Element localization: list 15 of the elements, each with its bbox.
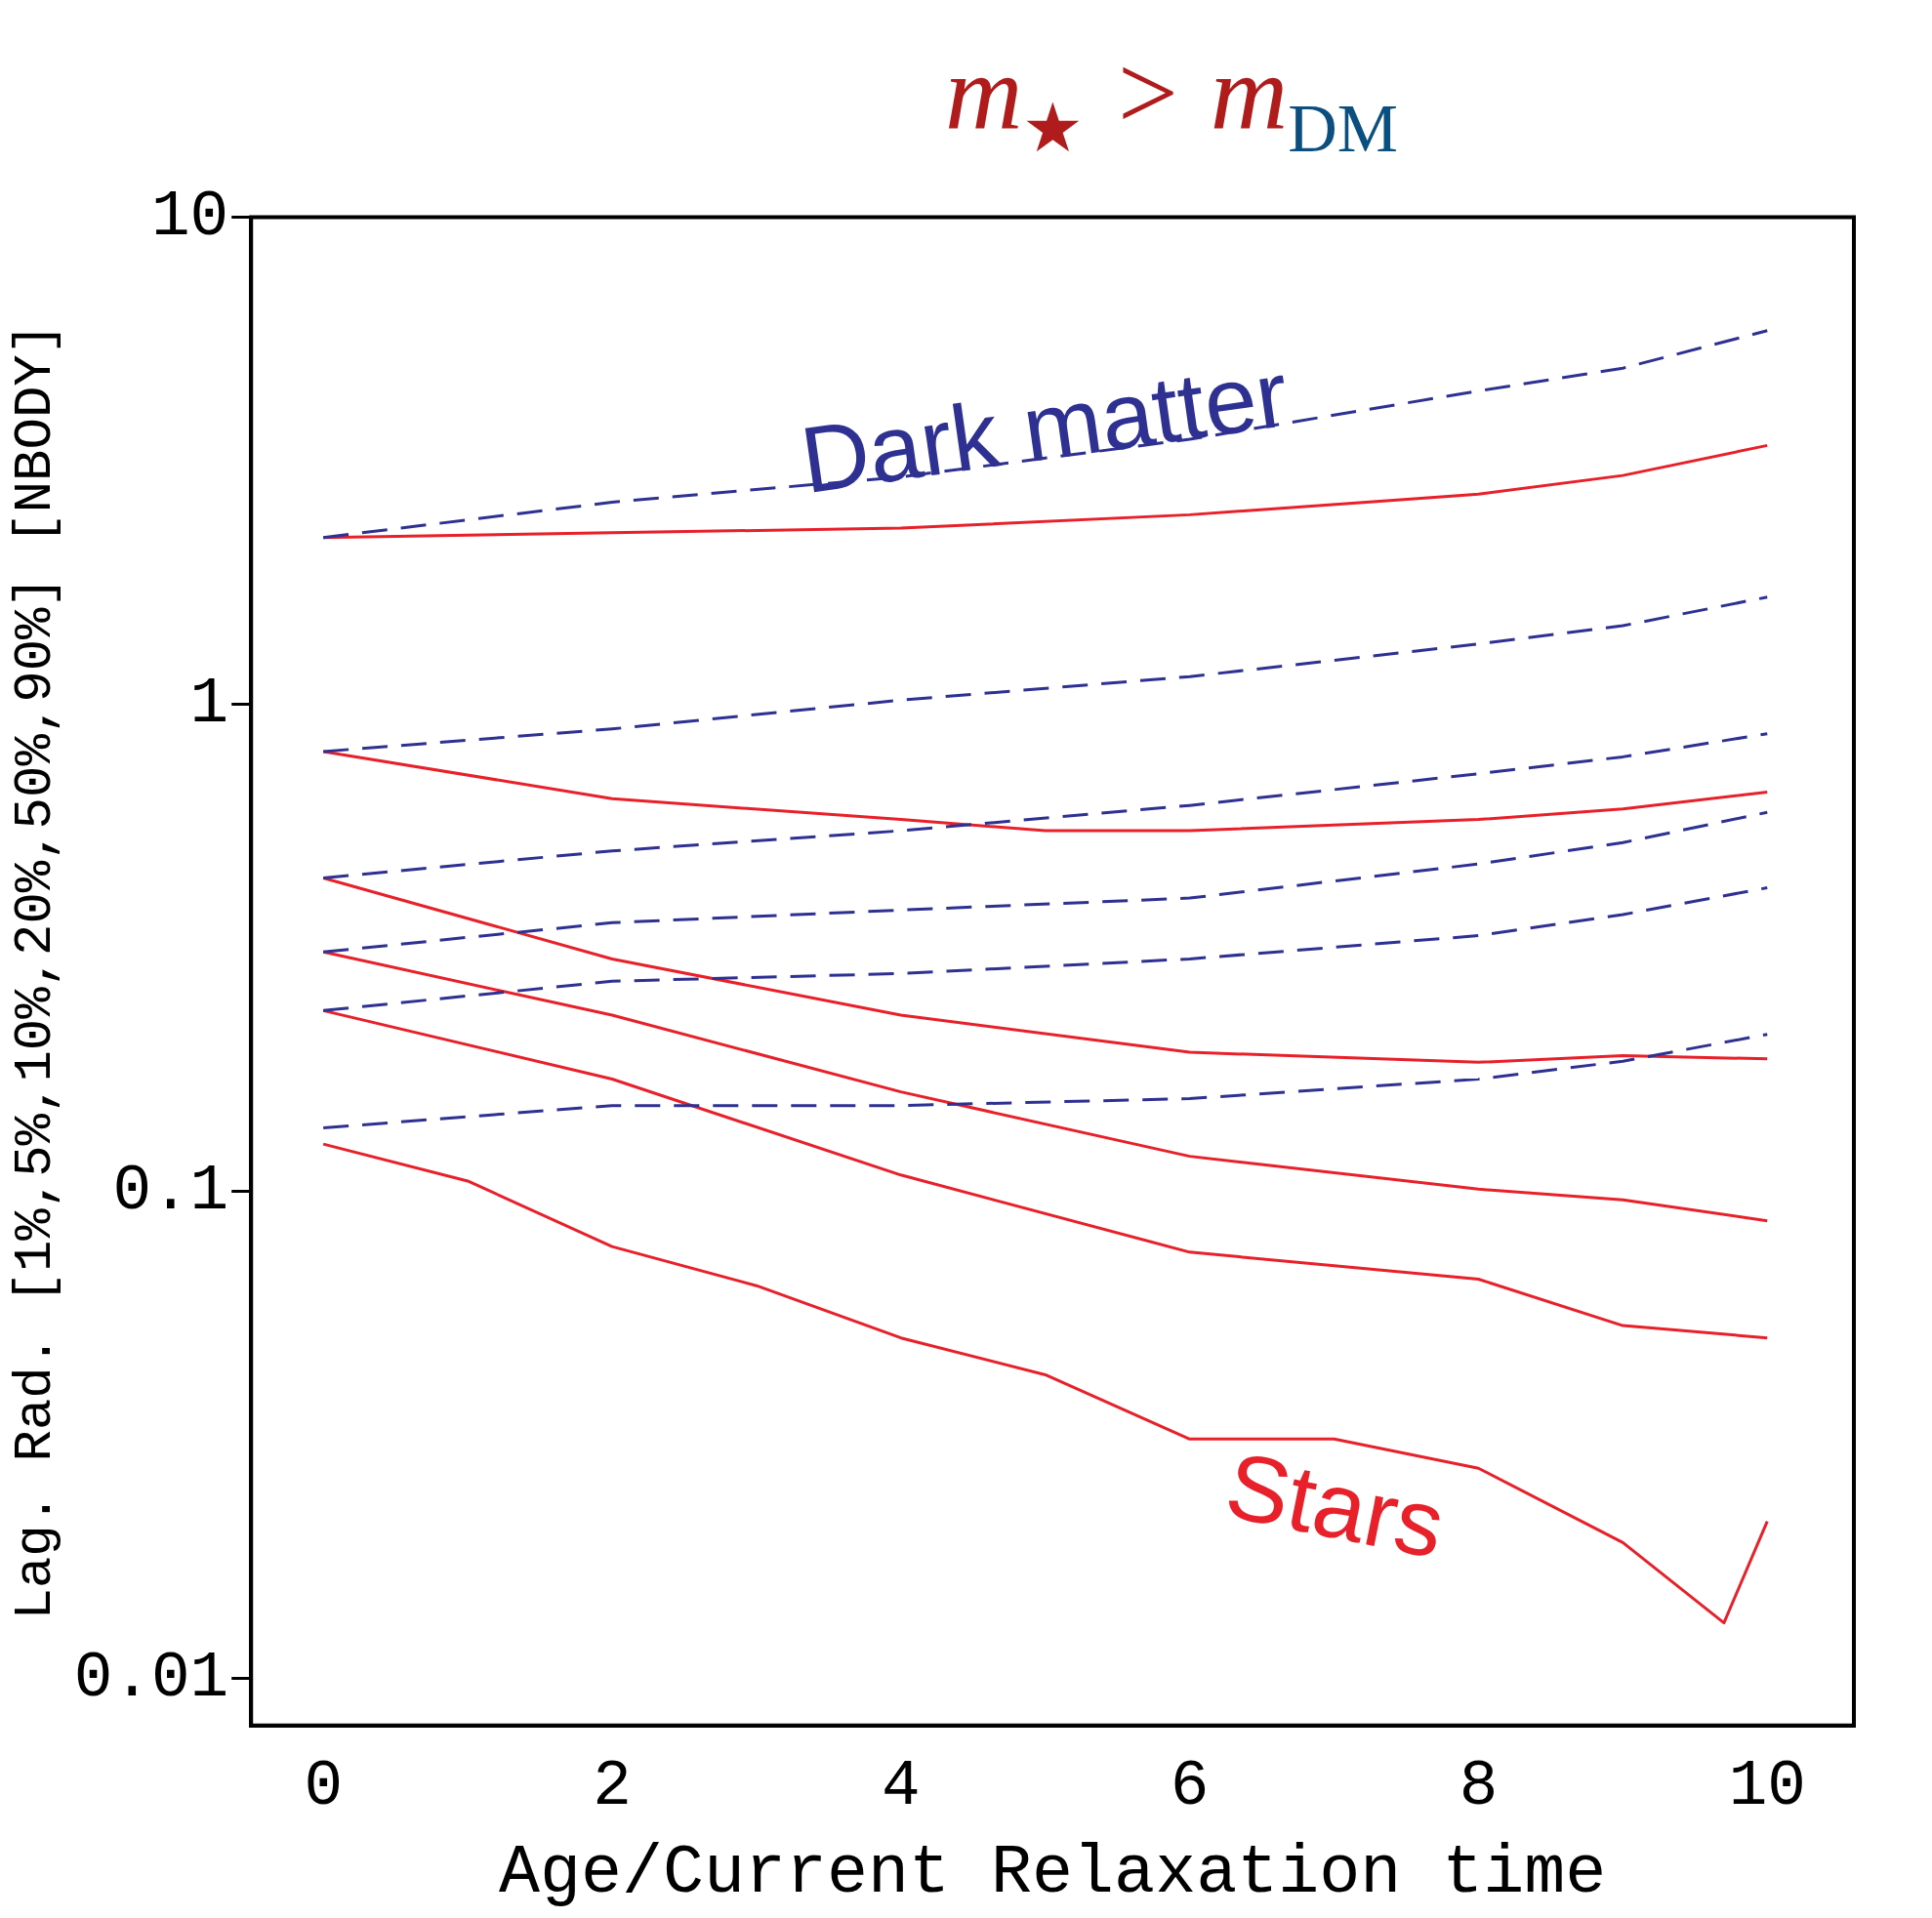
x-tick-label: 6 xyxy=(1170,1749,1210,1823)
chart-title: m$_{★}$ > m$_{DM}$ xyxy=(944,32,1399,168)
x-tick-label: 0 xyxy=(304,1749,343,1823)
annotation: Stars xyxy=(1217,1432,1454,1578)
x-axis-title: Age/Current Relaxation time xyxy=(499,1834,1607,1912)
y-tick-label: 0.1 xyxy=(112,1154,229,1228)
x-tick-label: 4 xyxy=(882,1749,921,1823)
x-tick-label: 2 xyxy=(593,1749,632,1823)
annotation: Dark matter xyxy=(795,341,1295,512)
x-tick-label: 10 xyxy=(1728,1749,1806,1823)
y-axis-title: Lag. Rad. [1%,5%,10%,20%,50%,90%] [NBODY] xyxy=(5,322,65,1620)
y-tick-label: 1 xyxy=(189,668,229,742)
y-tick-label: 10 xyxy=(151,181,229,255)
x-tick-label: 8 xyxy=(1459,1749,1499,1823)
y-tick-label: 0.01 xyxy=(73,1641,229,1715)
